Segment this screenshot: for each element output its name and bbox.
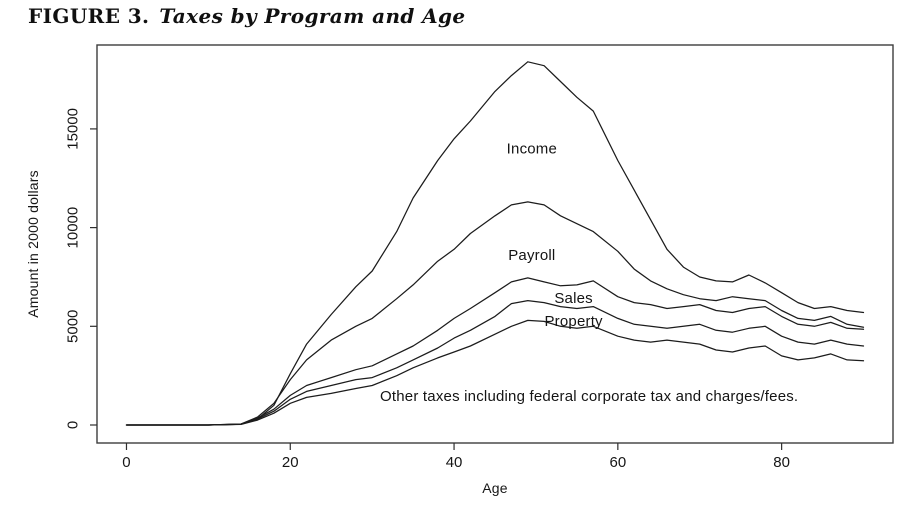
x-tick-label-60: 60: [609, 454, 626, 471]
y-tick-label-5000: 5000: [64, 310, 81, 343]
series-line-income: [125, 61, 865, 426]
figure-label: FIGURE 3.: [28, 4, 150, 28]
series-label-property: Property: [544, 313, 603, 330]
y-axis-title: Amount in 2000 dollars: [25, 170, 41, 318]
x-tick-label-0: 0: [122, 454, 130, 471]
x-axis-title: Age: [482, 480, 508, 496]
x-tick-label-40: 40: [446, 454, 463, 471]
series-line-property: [125, 299, 865, 426]
x-tick-label-80: 80: [773, 454, 790, 471]
figure-caption: FIGURE 3. Taxes by Program and Age: [28, 4, 466, 28]
x-tick-label-20: 20: [282, 454, 299, 471]
series-label-other-taxes: Other taxes including federal corporate …: [380, 388, 798, 405]
plot-border: [96, 44, 894, 444]
series-label-income: Income: [507, 141, 557, 158]
y-tick-label-15000: 15000: [64, 108, 81, 150]
series-line-sales: [125, 277, 865, 426]
series-label-sales: Sales: [554, 290, 593, 307]
figure-title-text: Taxes by Program and Age: [159, 4, 466, 28]
y-tick-label-10000: 10000: [64, 207, 81, 249]
series-label-payroll: Payroll: [508, 247, 555, 264]
series-line-payroll: [125, 201, 865, 426]
series-line-other-taxes-including-federal-corporate-: [125, 319, 865, 426]
y-tick-label-0: 0: [64, 421, 81, 429]
